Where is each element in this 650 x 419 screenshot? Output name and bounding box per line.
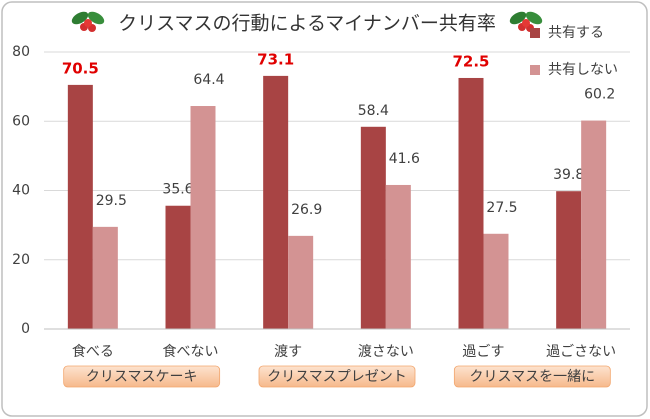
bar bbox=[556, 191, 582, 329]
bar bbox=[67, 84, 93, 329]
value-label: 72.5 bbox=[452, 52, 489, 70]
value-label: 70.5 bbox=[62, 59, 99, 77]
y-tick-label: 60 bbox=[12, 113, 30, 129]
bar bbox=[483, 233, 509, 329]
legend-swatch bbox=[530, 65, 540, 75]
value-label: 27.5 bbox=[486, 200, 517, 216]
x-tick-label: 渡さない bbox=[358, 344, 414, 360]
legend-swatch bbox=[530, 28, 540, 38]
group-label: クリスマスを一緒に bbox=[470, 369, 596, 385]
bar bbox=[360, 126, 386, 329]
bar bbox=[581, 120, 607, 330]
holly-left bbox=[71, 11, 105, 32]
y-tick-label: 20 bbox=[12, 252, 30, 268]
x-tick-label: 渡す bbox=[274, 344, 302, 360]
legend-label: 共有しない bbox=[548, 62, 618, 78]
group-box bbox=[258, 365, 416, 388]
bar bbox=[288, 235, 314, 329]
bar bbox=[385, 184, 411, 329]
y-tick-label: 80 bbox=[12, 44, 30, 60]
bar bbox=[165, 205, 191, 329]
x-tick-label: 過ごす bbox=[462, 344, 504, 360]
y-tick-label: 0 bbox=[21, 321, 30, 337]
group-label: クリスマスケーキ bbox=[86, 369, 198, 385]
value-label: 26.9 bbox=[291, 202, 322, 218]
bar bbox=[458, 77, 484, 329]
bar bbox=[263, 75, 289, 329]
value-label: 41.6 bbox=[389, 151, 420, 167]
chart-title: クリスマスの行動によるマイナンバー共有率 bbox=[118, 13, 496, 35]
group-box bbox=[453, 365, 611, 388]
x-tick-label: 食べない bbox=[163, 343, 219, 360]
value-label: 73.1 bbox=[257, 50, 294, 68]
legend-label: 共有する bbox=[548, 25, 604, 41]
value-label: 29.5 bbox=[96, 193, 127, 209]
y-tick-label: 40 bbox=[12, 183, 30, 199]
x-tick-label: 食べる bbox=[72, 343, 114, 360]
group-label: クリスマスプレゼント bbox=[267, 369, 407, 385]
value-label: 64.4 bbox=[193, 72, 224, 88]
value-label: 60.2 bbox=[584, 87, 615, 103]
value-label: 35.6 bbox=[162, 182, 193, 198]
bar bbox=[190, 106, 216, 329]
value-label: 58.4 bbox=[358, 103, 389, 119]
group-box bbox=[63, 365, 221, 388]
bar bbox=[92, 226, 118, 329]
value-label: 39.8 bbox=[553, 167, 584, 183]
x-tick-label: 過ごさない bbox=[546, 344, 616, 360]
